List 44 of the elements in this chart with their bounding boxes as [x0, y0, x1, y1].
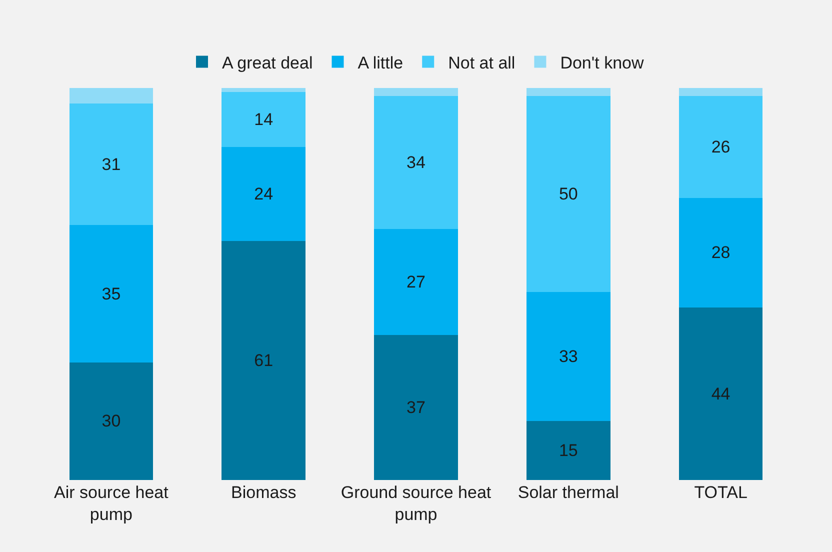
data-label: 15	[558, 441, 578, 460]
x-tick-label: TOTAL	[694, 483, 748, 502]
data-label: 44	[711, 384, 730, 404]
bar	[678, 308, 763, 480]
bar	[222, 92, 306, 147]
legend-label: A great deal	[222, 53, 313, 72]
bar	[69, 88, 154, 104]
bar	[374, 229, 458, 335]
legend-label: Don't know	[560, 53, 644, 72]
bar	[222, 146, 306, 241]
bar	[678, 198, 763, 308]
data-label: 26	[711, 137, 730, 156]
data-label: 34	[406, 152, 426, 172]
x-tick-label: Air source heat pump	[54, 483, 169, 524]
data-label: 31	[102, 154, 121, 174]
bar	[222, 88, 306, 92]
data-label: 35	[102, 284, 121, 304]
bar	[69, 362, 154, 480]
bar	[526, 96, 610, 292]
legend-label: Not at all	[448, 53, 516, 72]
data-label: 50	[558, 184, 578, 204]
data-label: 27	[406, 272, 426, 292]
data-label: 24	[254, 184, 274, 204]
data-label: 37	[406, 398, 426, 417]
bar	[526, 88, 610, 96]
bar	[374, 334, 458, 480]
bar	[69, 104, 154, 226]
data-label: 14	[254, 110, 274, 129]
bar	[222, 240, 306, 480]
bar	[678, 96, 763, 198]
bar	[526, 421, 610, 480]
bar	[69, 225, 154, 362]
x-tick-label: Biomass	[231, 483, 296, 502]
bar	[526, 292, 610, 422]
data-label: 30	[102, 412, 121, 431]
bar	[678, 88, 763, 96]
data-label: 33	[558, 347, 578, 366]
data-label: 61	[254, 350, 274, 370]
data-label: 28	[711, 243, 730, 262]
legend-label: A little	[358, 53, 404, 72]
x-tick-label: Solar thermal	[518, 483, 619, 502]
bar	[374, 88, 458, 96]
x-tick-label: Ground source heat pump	[340, 483, 492, 524]
bar	[374, 96, 458, 230]
